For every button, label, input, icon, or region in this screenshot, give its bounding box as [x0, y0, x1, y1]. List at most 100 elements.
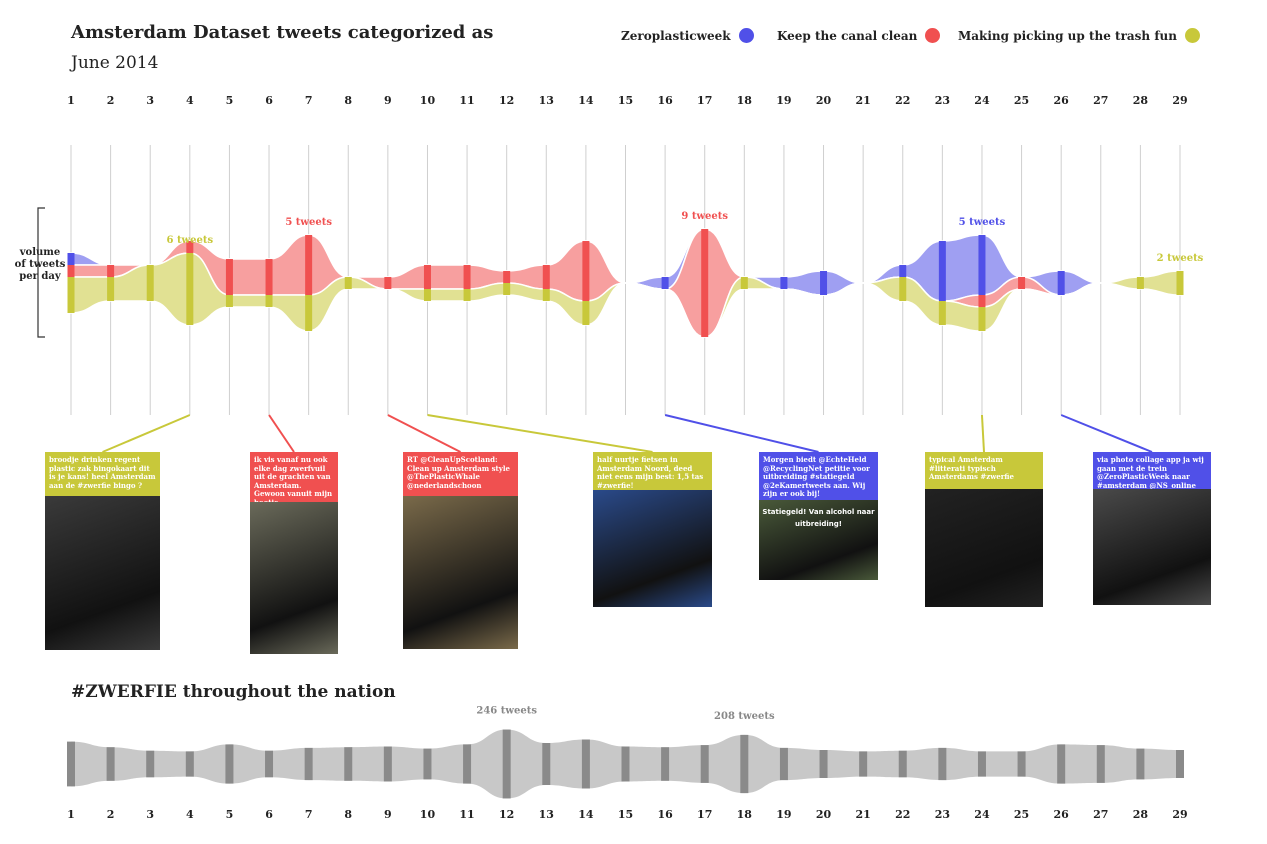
bottom-tick-label: 14 — [578, 808, 594, 821]
bottom-tick-label: 10 — [420, 808, 436, 821]
bottom-tick-label: 3 — [146, 808, 154, 821]
y-axis-label: volume of tweets per day — [14, 247, 66, 282]
day-bar — [1176, 271, 1184, 295]
tweet-connector — [427, 414, 653, 453]
bottom-tick-label: 22 — [895, 808, 910, 821]
national-day-bar — [700, 745, 709, 783]
day-bar — [542, 289, 550, 301]
day-bar — [1018, 277, 1026, 289]
national-day-bar — [621, 746, 630, 782]
day-bar — [899, 265, 907, 277]
legend-label: Zeroplasticweek — [621, 28, 731, 43]
tweet-card[interactable]: half uurtje fietsen in Amsterdam Noord, … — [593, 452, 712, 607]
tweet-connector — [268, 414, 295, 453]
top-tick-label: 25 — [1014, 94, 1029, 107]
tweet-photo — [45, 496, 160, 650]
bottom-tick-label: 28 — [1133, 808, 1149, 821]
day-bar — [423, 289, 431, 301]
tweet-text: RT @CleanUpScotland: Clean up Amsterdam … — [403, 452, 518, 496]
day-bar — [146, 265, 154, 301]
top-tick-label: 16 — [657, 94, 673, 107]
legend-dot-icon — [738, 28, 754, 43]
stream-making-picking-up-the-trash-fun — [70, 252, 1181, 338]
legend-item-making-picking-up-the-trash-fun: Making picking up the trash fun — [958, 28, 1200, 43]
national-day-bar — [898, 750, 907, 778]
national-annotation: 208 tweets — [714, 711, 775, 722]
national-day-bar — [146, 750, 155, 778]
national-day-bar — [304, 747, 313, 781]
top-tick-label: 5 — [226, 94, 234, 107]
day-bar — [344, 277, 352, 289]
bottom-tick-label: 17 — [697, 808, 712, 821]
bottom-tick-label: 19 — [776, 808, 791, 821]
tweet-connector — [980, 414, 985, 453]
day-bar — [305, 295, 313, 331]
tweet-card[interactable]: ik vis vanaf nu ook elke dag zwerfvuil u… — [250, 452, 338, 654]
legend-label: Keep the canal clean — [777, 28, 918, 43]
tweet-card[interactable]: via photo collage app ja wij gaan met de… — [1093, 452, 1211, 605]
day-bar — [1057, 271, 1065, 295]
top-tick-label: 24 — [974, 94, 990, 107]
tweet-connector — [102, 414, 191, 453]
top-tick-label: 17 — [697, 94, 712, 107]
day-bar — [661, 277, 669, 289]
day-bar — [305, 235, 313, 295]
top-tick-label: 11 — [459, 94, 474, 107]
national-day-bar — [344, 747, 353, 781]
top-tick-label: 2 — [107, 94, 115, 107]
tweet-card[interactable]: typical Amsterdam #litterati typisch Ams… — [925, 452, 1043, 607]
day-bar — [503, 283, 511, 295]
tweet-connector — [387, 414, 461, 453]
bottom-tick-label: 24 — [974, 808, 990, 821]
legend-dot-icon — [925, 28, 941, 43]
top-tick-label: 15 — [618, 94, 633, 107]
y-axis-bracket — [37, 207, 45, 338]
national-day-bar — [977, 751, 986, 777]
tweet-text: half uurtje fietsen in Amsterdam Noord, … — [593, 452, 712, 490]
day-bar — [265, 259, 273, 295]
bottom-tick-label: 23 — [935, 808, 950, 821]
tweet-card[interactable]: Morgen biedt @EchteHeld @RecyclingNet pe… — [759, 452, 878, 580]
legend-label: Making picking up the trash fun — [958, 28, 1177, 43]
bottom-tick-label: 15 — [618, 808, 633, 821]
top-tick-label: 18 — [737, 94, 753, 107]
day-bar — [107, 277, 115, 301]
day-bar — [542, 265, 550, 289]
tweet-card[interactable]: broodje drinken regent plastic zak bingo… — [45, 452, 160, 650]
legend-item-keep-the-canal-clean: Keep the canal clean — [777, 28, 941, 43]
tweet-photo — [593, 490, 712, 607]
national-day-bar — [1057, 744, 1066, 784]
tweet-text: ik vis vanaf nu ook elke dag zwerfvuil u… — [250, 452, 338, 506]
bottom-tick-label: 9 — [384, 808, 392, 821]
top-tick-label: 21 — [855, 94, 870, 107]
day-bar — [225, 295, 233, 307]
national-day-bar — [1136, 748, 1145, 780]
national-day-bar — [106, 747, 115, 781]
day-bar — [978, 307, 986, 331]
tweet-text: typical Amsterdam #litterati typisch Ams… — [925, 452, 1043, 489]
day-bar — [780, 277, 788, 289]
bottom-tick-label: 5 — [226, 808, 234, 821]
national-day-bar — [819, 750, 828, 778]
national-day-bar — [502, 729, 511, 799]
day-bar — [107, 265, 115, 277]
top-tick-label: 26 — [1054, 94, 1070, 107]
national-day-bar — [581, 739, 590, 789]
section2-title: #ZWERFIE throughout the nation — [71, 682, 396, 702]
national-day-bar — [463, 744, 472, 784]
top-tick-label: 8 — [344, 94, 352, 107]
top-tick-label: 28 — [1133, 94, 1149, 107]
national-day-bar — [67, 741, 75, 787]
bottom-tick-label: 13 — [539, 808, 554, 821]
day-bar — [978, 235, 986, 295]
tweet-card[interactable]: RT @CleanUpScotland: Clean up Amsterdam … — [403, 452, 518, 649]
national-day-bar — [225, 744, 234, 784]
bottom-tick-label: 21 — [855, 808, 870, 821]
national-day-bar — [859, 751, 868, 777]
chart-subtitle: June 2014 — [71, 53, 159, 73]
top-tick-label: 10 — [420, 94, 436, 107]
day-bar — [186, 253, 194, 325]
tweet-connector — [1060, 414, 1153, 453]
top-tick-label: 13 — [539, 94, 554, 107]
